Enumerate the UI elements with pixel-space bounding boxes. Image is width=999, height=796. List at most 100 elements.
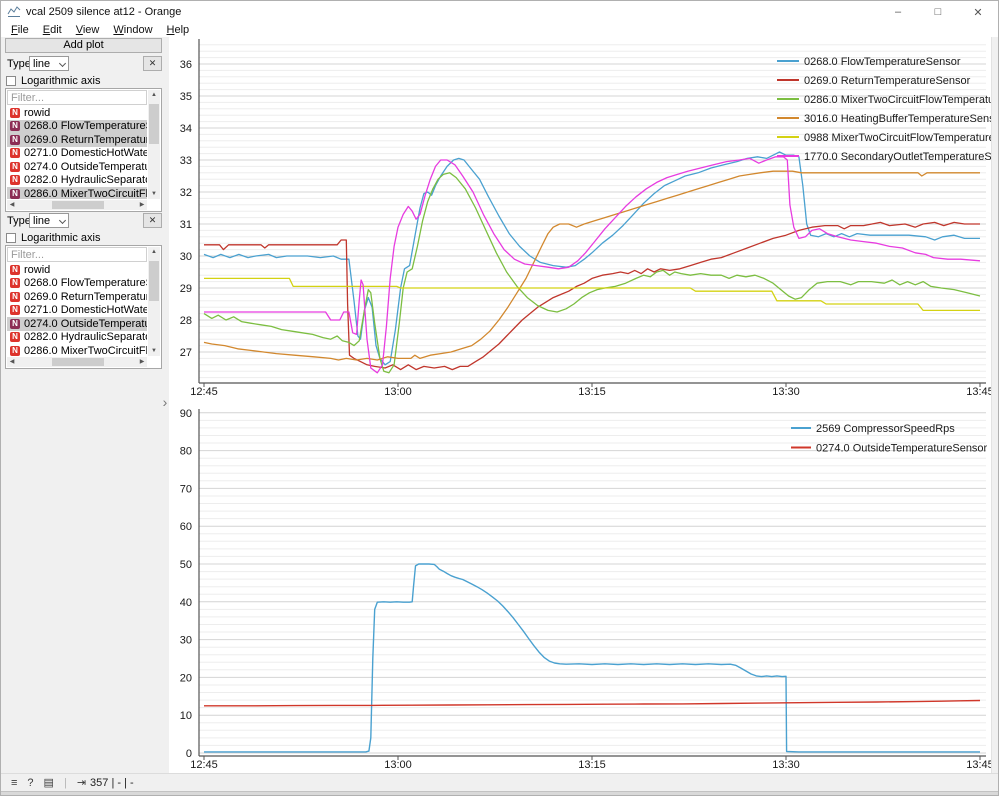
window-bottom-edge (1, 791, 998, 795)
scroll-right-icon[interactable]: ▶ (139, 202, 145, 208)
svg-text:1770.0 SecondaryOutletTemperat: 1770.0 SecondaryOutletTemperatureSensor (804, 151, 999, 163)
svg-text:36: 36 (180, 59, 192, 71)
list-item-label: 0282.0 HydraulicSeparatorTemperature (24, 174, 147, 187)
list-item[interactable]: N 0269.0 ReturnTemperatureSensor (7, 290, 147, 304)
plot1-vertical-scrollbar[interactable]: ▲ ▼ (148, 90, 160, 199)
svg-text:0: 0 (186, 748, 192, 760)
list-item[interactable]: N rowid (7, 106, 147, 120)
svg-text:29: 29 (180, 283, 192, 295)
plot1-filter-input[interactable] (7, 90, 147, 105)
svg-text:12:45: 12:45 (190, 759, 218, 771)
list-item-label: 0269.0 ReturnTemperatureSensor (24, 290, 147, 303)
list-item[interactable]: N 0286.0 MixerTwoCircuitFlowTemperatu (7, 344, 147, 356)
plot2-horizontal-scrollbar[interactable]: ◀ ▶ (7, 357, 147, 367)
menu-view[interactable]: View (75, 24, 100, 36)
status-menu-icon[interactable]: ≡ (11, 776, 18, 789)
scroll-left-icon[interactable]: ◀ (9, 359, 15, 365)
list-item[interactable]: N 0282.0 HydraulicSeparatorTemperature (7, 174, 147, 188)
scroll-down-icon[interactable]: ▼ (151, 348, 157, 354)
list-item[interactable]: N 0274.0 OutsideTemperatureSensor (7, 317, 147, 331)
svg-text:10: 10 (180, 710, 192, 722)
scroll-up-icon[interactable]: ▲ (151, 249, 157, 255)
plot2-type-row: Type: line ✕ (1, 213, 169, 228)
scrollbar-thumb[interactable] (52, 201, 104, 209)
svg-text:13:45: 13:45 (966, 386, 994, 398)
list-item-label: 0282.0 HydraulicSeparatorTemperature (24, 331, 147, 344)
plot1-type-label: Type: (7, 58, 34, 70)
plot2-log-axis-label: Logarithmic axis (21, 232, 101, 244)
svg-text:34: 34 (180, 123, 192, 135)
svg-text:0988 MixerTwoCircuitFlowTemper: 0988 MixerTwoCircuitFlowTemperatureTarge… (804, 132, 999, 144)
add-plot-button[interactable]: Add plot (5, 38, 162, 53)
scrollbar-thumb[interactable] (149, 104, 159, 144)
scroll-up-icon[interactable]: ▲ (151, 92, 157, 98)
chart-area: 27 28 29 30 31 32 33 34 35 36 12:45 13:00 13:15 13:30… (169, 37, 998, 773)
plot1-type-row: Type: line ✕ (1, 56, 169, 71)
sidebar-collapse-chevron-icon[interactable]: › (162, 394, 168, 410)
numeric-variable-icon: N (10, 107, 20, 118)
plot2-type-label: Type: (7, 215, 34, 227)
window-title: vcal 2509 silence at12 - Orange (26, 6, 182, 18)
list-item[interactable]: N 0286.0 MixerTwoCircuitFlowTemperatu (7, 187, 147, 199)
numeric-variable-icon: N (10, 278, 20, 289)
scrollbar-thumb[interactable] (149, 261, 159, 301)
menu-file[interactable]: File (11, 24, 29, 36)
status-help-icon[interactable]: ? (27, 776, 34, 789)
svg-text:13:15: 13:15 (578, 759, 606, 771)
scroll-right-icon[interactable]: ▶ (139, 359, 145, 365)
svg-text:32: 32 (180, 187, 192, 199)
svg-text:3016.0 HeatingBufferTemperatur: 3016.0 HeatingBufferTemperatureSensor (804, 113, 999, 125)
svg-text:70: 70 (180, 483, 192, 495)
numeric-variable-icon: N (10, 121, 20, 132)
plot2-filter-input[interactable] (7, 247, 147, 262)
svg-text:13:45: 13:45 (966, 759, 994, 771)
scroll-left-icon[interactable]: ◀ (9, 202, 15, 208)
plot2-type-dropdown[interactable]: line (29, 213, 69, 228)
plot1-remove-button[interactable]: ✕ (143, 56, 162, 71)
list-item[interactable]: N 0271.0 DomesticHotWaterSensor (7, 304, 147, 318)
list-item[interactable]: N 0282.0 HydraulicSeparatorTemperature (7, 331, 147, 345)
minimize-button[interactable]: – (894, 6, 902, 18)
status-report-icon[interactable]: ▤ (43, 777, 54, 789)
plot1-log-axis-row: Logarithmic axis (6, 75, 100, 87)
menu-help[interactable]: Help (166, 24, 190, 36)
scrollbar-thumb[interactable] (52, 358, 104, 366)
list-item[interactable]: N 0274.0 OutsideTemperatureSensor (7, 160, 147, 174)
numeric-variable-icon: N (10, 161, 20, 172)
title-bar[interactable]: vcal 2509 silence at12 - Orange – □ ✕ (1, 1, 998, 23)
plot1-horizontal-scrollbar[interactable]: ◀ ▶ (7, 200, 147, 210)
list-item[interactable]: N 0271.0 DomesticHotWaterSensor (7, 147, 147, 161)
close-button[interactable]: ✕ (973, 6, 983, 19)
menu-window[interactable]: Window (113, 24, 153, 36)
plots-canvas[interactable]: 27 28 29 30 31 32 33 34 35 36 12:45 13:00 13:15 13:30… (169, 37, 999, 775)
list-item-label: 0274.0 OutsideTemperatureSensor (24, 160, 147, 173)
list-item-label: 0268.0 FlowTemperatureSensor (24, 120, 147, 133)
numeric-variable-icon: N (10, 264, 20, 275)
plot1-log-axis-checkbox[interactable] (6, 76, 16, 86)
plot2-remove-button[interactable]: ✕ (143, 213, 162, 228)
numeric-variable-icon: N (10, 345, 20, 356)
svg-text:13:30: 13:30 (772, 759, 800, 771)
numeric-variable-icon: N (10, 188, 20, 199)
svg-text:50: 50 (180, 559, 192, 571)
list-item[interactable]: N 0268.0 FlowTemperatureSensor (7, 119, 147, 133)
svg-text:13:00: 13:00 (384, 759, 412, 771)
list-item-label: 0286.0 MixerTwoCircuitFlowTemperatu (24, 187, 147, 199)
status-separator: | (63, 776, 67, 789)
svg-text:0286.0 MixerTwoCircuitFlowTemp: 0286.0 MixerTwoCircuitFlowTemperatureSen… (804, 94, 999, 106)
list-item[interactable]: N 0268.0 FlowTemperatureSensor (7, 277, 147, 291)
plot2-log-axis-checkbox[interactable] (6, 233, 16, 243)
plot1-type-dropdown[interactable]: line (29, 56, 69, 71)
list-item[interactable]: N rowid (7, 263, 147, 277)
menu-edit[interactable]: Edit (42, 24, 62, 36)
list-item-label: rowid (24, 263, 51, 276)
svg-text:2569 CompressorSpeedRps: 2569 CompressorSpeedRps (816, 423, 955, 435)
list-item[interactable]: N 0269.0 ReturnTemperatureSensor (7, 133, 147, 147)
maximize-button[interactable]: □ (934, 6, 942, 18)
plot2-vertical-scrollbar[interactable]: ▲ ▼ (148, 247, 160, 356)
svg-text:0274.0 OutsideTemperatureSenso: 0274.0 OutsideTemperatureSensor (816, 443, 988, 455)
scroll-down-icon[interactable]: ▼ (151, 191, 157, 197)
list-item-label: 0271.0 DomesticHotWaterSensor (24, 147, 147, 160)
svg-text:33: 33 (180, 155, 192, 167)
